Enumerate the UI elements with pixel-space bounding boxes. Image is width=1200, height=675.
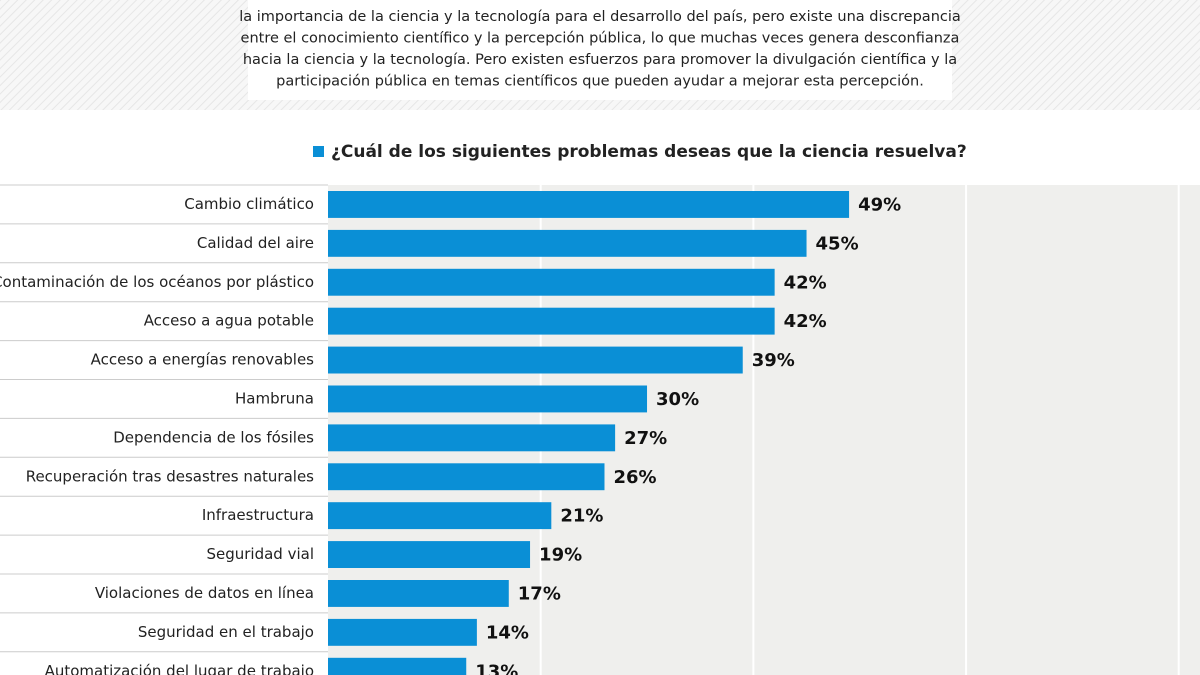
title-marker [313, 146, 324, 157]
category-label: Calidad del aire [197, 234, 314, 252]
bar [328, 580, 509, 607]
bar [328, 541, 531, 568]
intro-line: participación pública en temas científic… [276, 74, 924, 90]
category-label: Infraestructura [202, 506, 314, 524]
category-label: Violaciones de datos en línea [95, 584, 314, 602]
bar [328, 502, 552, 530]
category-label: Hambruna [235, 389, 314, 407]
intro-line: entre el conocimiento científico y la pe… [241, 31, 960, 47]
value-label: 42% [784, 272, 827, 293]
value-label: 30% [656, 389, 699, 410]
intro-line: la importancia de la ciencia y la tecnol… [239, 9, 961, 25]
value-label: 39% [752, 350, 795, 371]
category-label: Seguridad vial [206, 545, 314, 563]
value-label: 19% [539, 545, 582, 566]
bar [328, 191, 850, 218]
category-label: Cambio climático [184, 195, 314, 213]
bar [328, 424, 616, 452]
category-label: Dependencia de los fósiles [113, 428, 314, 446]
intro-line: hacia la ciencia y la tecnología. Pero e… [243, 52, 957, 68]
bar [328, 657, 467, 675]
value-label: 21% [560, 506, 603, 527]
value-label: 14% [486, 622, 529, 643]
bar [328, 618, 477, 646]
value-label: 17% [518, 583, 561, 604]
value-label: 13% [475, 661, 518, 675]
bar [328, 268, 775, 296]
bar [328, 346, 743, 374]
bar [328, 463, 605, 491]
value-label: 26% [613, 467, 656, 488]
category-label: Acceso a agua potable [144, 312, 314, 330]
category-label: Recuperación tras desastres naturales [26, 467, 314, 485]
chart-title: ¿Cuál de los siguientes problemas deseas… [331, 142, 967, 162]
value-label: 27% [624, 428, 667, 449]
category-label: Automatización del lugar de trabajo [45, 662, 314, 675]
value-label: 42% [784, 311, 827, 332]
category-label: Seguridad en el trabajo [138, 623, 314, 641]
value-label: 45% [816, 233, 859, 254]
bar [328, 307, 775, 335]
intro-text: la importancia de la ciencia y la tecnol… [239, 9, 961, 90]
bar [328, 229, 807, 257]
bar [328, 385, 648, 413]
category-label: Acceso a energías renovables [91, 351, 315, 369]
value-label: 49% [858, 194, 901, 215]
category-label: Contaminación de los océanos por plástic… [0, 273, 314, 291]
intro-box [248, 0, 952, 100]
plot: Cambio climático 49% Calidad del aire 45% Co… [0, 184, 1200, 675]
